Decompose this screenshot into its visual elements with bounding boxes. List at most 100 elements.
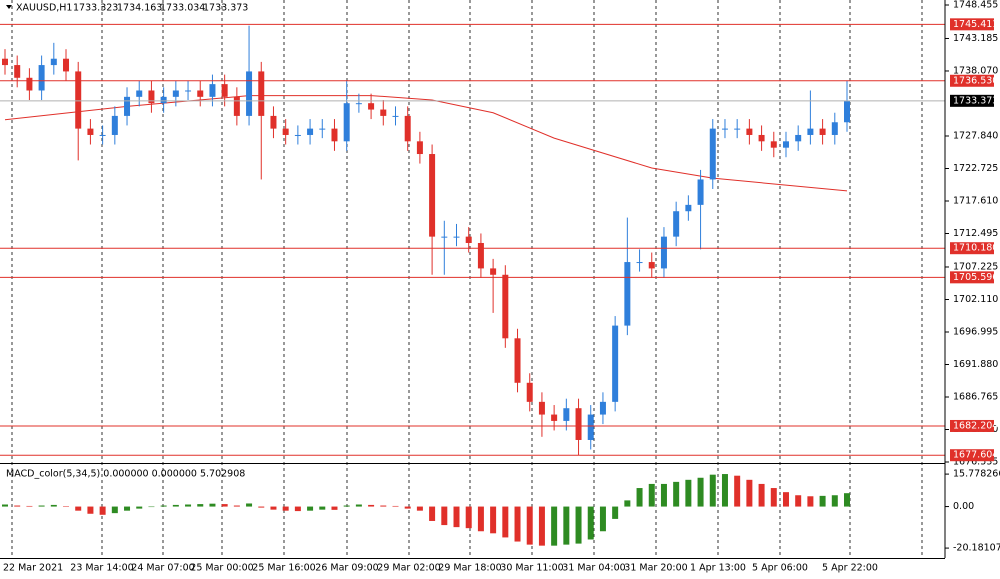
macd-bar — [648, 483, 655, 507]
level-tag — [950, 449, 994, 462]
time-label: 30 Mar 11:00 — [500, 563, 563, 574]
candle-body — [795, 134, 802, 142]
candle-body — [111, 115, 118, 135]
level-tag — [950, 271, 994, 284]
macd-bar — [502, 506, 509, 538]
level-label: 1677.604 — [953, 450, 998, 461]
candle-body — [770, 141, 777, 148]
macd-tick-label: 0.00 — [953, 501, 974, 512]
candle-body — [38, 65, 45, 91]
macd-tick-label: -20.181076 — [953, 543, 1000, 554]
time-label: 24 Mar 07:00 — [131, 563, 194, 574]
time-label: 25 Mar 16:00 — [252, 563, 315, 574]
macd-bar — [673, 481, 680, 507]
candle-body — [502, 274, 509, 339]
candle-body — [172, 90, 179, 97]
macd-bar — [441, 506, 448, 526]
macd-bar — [575, 506, 582, 544]
y-tick-label: 1743.185 — [953, 33, 998, 44]
candle-body — [746, 128, 753, 135]
time-label: 5 Apr 06:00 — [752, 563, 808, 574]
macd-bar — [2, 504, 8, 507]
macd-bar — [807, 496, 814, 507]
candle-body — [380, 109, 387, 116]
candle-body — [636, 262, 643, 264]
macd-bar — [514, 506, 521, 542]
menu-arrow[interactable] — [6, 5, 12, 9]
candle-body — [782, 141, 789, 148]
macd-bar — [697, 477, 704, 507]
level-label: 1682.204 — [953, 420, 998, 431]
candle-body — [575, 408, 582, 440]
candle-body — [148, 90, 155, 104]
ohlc: 1734.163 — [117, 3, 162, 14]
level-label: 1705.596 — [953, 272, 998, 283]
candle-body — [465, 236, 472, 243]
macd-bar — [746, 479, 753, 507]
macd-bar — [233, 505, 240, 507]
macd-bar — [148, 506, 155, 508]
macd-bar — [526, 506, 533, 545]
level-tag — [950, 18, 994, 31]
candle-body — [404, 115, 411, 142]
macd-panel — [2, 474, 850, 546]
level-tag — [950, 242, 994, 255]
macd-bar — [685, 479, 692, 507]
macd-bar — [734, 475, 741, 507]
macd-bar — [319, 506, 326, 510]
candle-body — [429, 154, 436, 237]
macd-bar — [307, 506, 314, 511]
candle-body — [2, 58, 8, 66]
time-label: 31 Mar 04:00 — [562, 563, 625, 574]
candle-body — [758, 134, 765, 142]
time-label: 29 Mar 02:00 — [377, 563, 440, 574]
macd-bar — [721, 474, 728, 507]
macd-bar — [209, 503, 216, 507]
macd-bar — [416, 506, 423, 511]
candle-body — [441, 236, 448, 238]
macd-bar — [282, 506, 289, 511]
candle-body — [709, 128, 716, 180]
candle-body — [197, 90, 204, 97]
candle-body — [14, 65, 21, 78]
candle-body — [490, 268, 497, 275]
candle-body — [294, 134, 301, 136]
y-tick-label: 1696.995 — [953, 326, 998, 337]
candle-body — [831, 122, 838, 135]
macd-bar — [50, 504, 57, 507]
macd-bar — [660, 483, 667, 507]
macd-bar — [185, 504, 192, 507]
macd-bar — [99, 506, 106, 515]
candle-body — [685, 204, 692, 212]
candle-body — [453, 236, 460, 238]
candle-body — [75, 71, 82, 129]
candle-body — [612, 325, 619, 402]
candle-body — [63, 58, 70, 72]
y-tick-label: 1707.225 — [953, 261, 998, 272]
macd-bar — [38, 505, 45, 507]
time-label: 5 Apr 22:00 — [822, 563, 878, 574]
candle-body — [282, 128, 289, 135]
macd-bar — [380, 505, 387, 507]
macd-bar — [331, 506, 338, 510]
macd-bar — [368, 504, 375, 507]
macd-bar — [124, 506, 131, 511]
macd-bar — [258, 506, 265, 508]
candle-body — [185, 90, 192, 92]
y-tick-label: 1676.535 — [953, 457, 998, 468]
time-label: 1 Apr 13:00 — [690, 563, 746, 574]
separators — [11, 0, 923, 558]
candle-body — [319, 128, 326, 130]
y-tick-label: 1717.610 — [953, 195, 998, 206]
y-tick-label: 1727.840 — [953, 130, 998, 141]
candle-body — [587, 414, 594, 440]
macd-bar — [844, 493, 850, 507]
candle-body — [514, 338, 521, 383]
candle-body — [563, 408, 570, 421]
macd-bar — [819, 495, 826, 507]
y-tick-label: 1702.110 — [953, 294, 998, 305]
macd-bar — [197, 504, 204, 507]
candle-body — [392, 115, 399, 117]
candle-body — [355, 103, 362, 105]
